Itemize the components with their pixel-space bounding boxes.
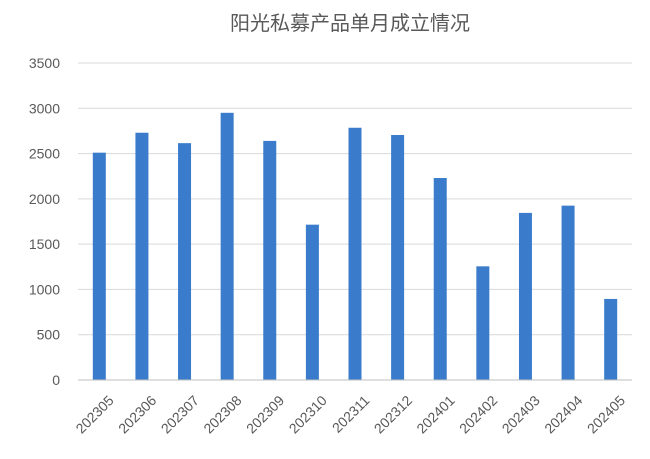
y-tick-label: 3000 (29, 100, 60, 116)
x-tick-label: 202309 (243, 392, 287, 436)
bar-202306 (135, 132, 149, 380)
bar-202402 (476, 266, 490, 380)
bars (92, 112, 618, 381)
x-tick-label: 202402 (456, 392, 500, 436)
y-axis-ticks: 0 500 1000 1500 2000 2500 3000 3500 (29, 55, 60, 388)
bar-202305 (92, 152, 106, 380)
bar-202311 (348, 127, 362, 380)
bar-202312 (391, 135, 405, 380)
x-tick-label: 202308 (200, 392, 244, 436)
y-tick-label: 2000 (29, 191, 60, 207)
x-tick-label: 202312 (371, 392, 415, 436)
y-tick-label: 0 (52, 372, 60, 388)
bar-202404 (561, 205, 575, 380)
y-tick-label: 2500 (29, 146, 60, 162)
chart-title: 阳光私募产品单月成立情况 (230, 11, 470, 35)
bar-202403 (518, 212, 532, 380)
x-tick-label: 202311 (329, 392, 373, 436)
y-tick-label: 500 (37, 327, 61, 343)
y-tick-label: 1500 (29, 236, 60, 252)
x-tick-label: 202310 (286, 392, 330, 436)
x-tick-label: 202305 (72, 392, 116, 436)
y-tick-label: 3500 (29, 55, 60, 71)
x-tick-label: 202306 (115, 392, 159, 436)
bar-202308 (220, 112, 234, 381)
x-tick-label: 202405 (584, 392, 628, 436)
x-tick-label: 202307 (158, 392, 202, 436)
x-axis-ticks: 2023052023062023072023082023092023102023… (72, 392, 628, 436)
bar-202307 (178, 143, 192, 380)
bar-202405 (604, 298, 618, 380)
bar-202310 (305, 224, 319, 380)
y-tick-label: 1000 (29, 281, 60, 297)
bar-202309 (263, 140, 277, 380)
bar-202401 (433, 178, 447, 380)
x-tick-label: 202404 (541, 392, 585, 436)
x-tick-label: 202403 (499, 392, 543, 436)
x-tick-label: 202401 (413, 392, 457, 436)
